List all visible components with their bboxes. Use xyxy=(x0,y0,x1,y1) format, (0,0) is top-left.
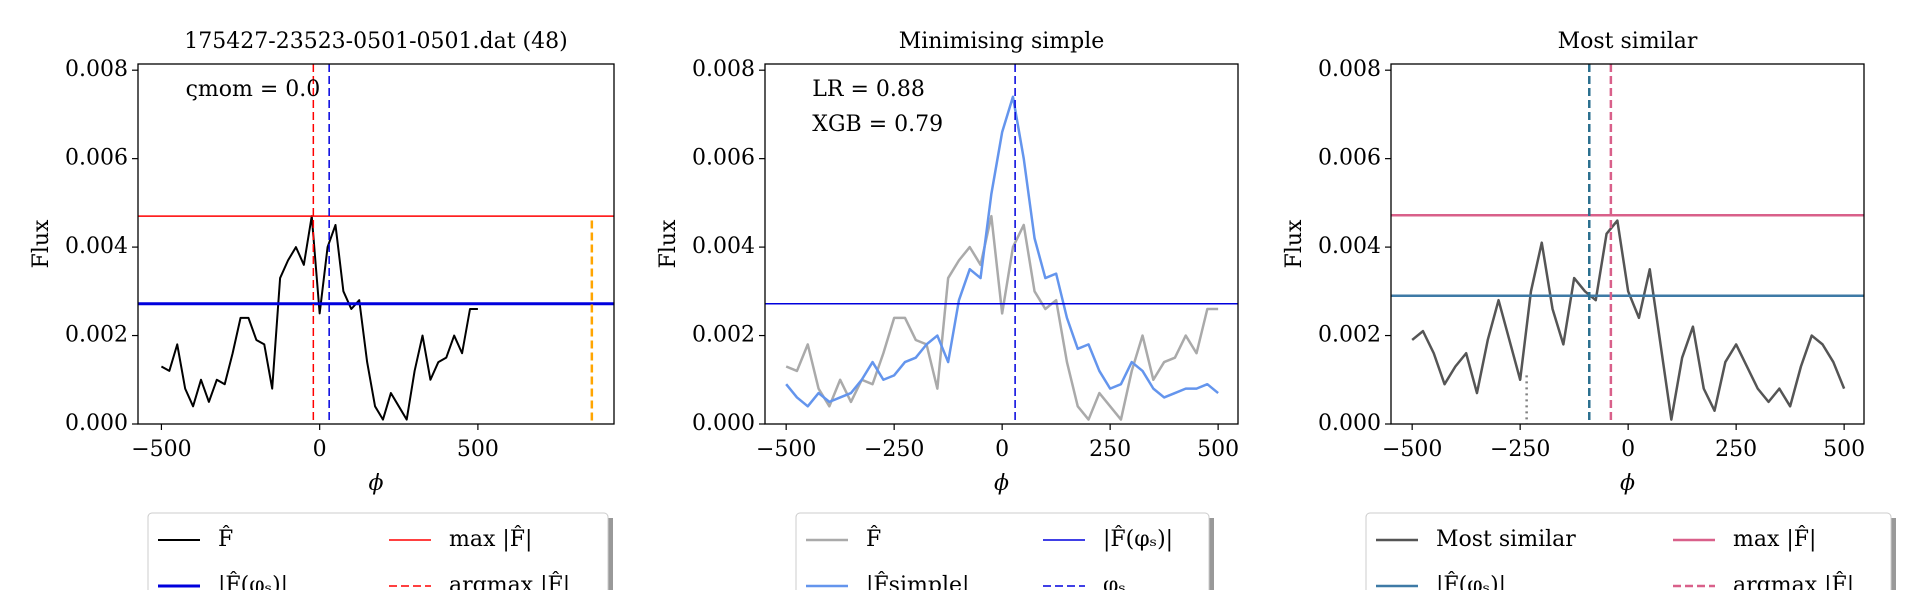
y-tick-label: 0.000 xyxy=(65,411,128,436)
x-tick-label: 500 xyxy=(1823,437,1865,462)
y-tick-label: 0.008 xyxy=(1318,57,1381,82)
x-axis-label: ϕ xyxy=(994,471,1009,496)
legend-label: argmax |F̂| xyxy=(1733,572,1854,590)
series-line xyxy=(160,215,478,421)
chart-title: Minimising simple xyxy=(899,29,1105,54)
y-tick-label: 0.002 xyxy=(65,323,128,348)
x-tick-label: 0 xyxy=(1621,437,1635,462)
legend-box xyxy=(1365,512,1892,590)
legend-label: Most similar xyxy=(1436,527,1576,552)
y-tick-label: 0.000 xyxy=(1318,411,1381,436)
x-tick-label: 500 xyxy=(457,437,499,462)
legend-label: φₛ xyxy=(1103,573,1126,590)
x-axis-label: ϕ xyxy=(1620,471,1635,496)
y-tick-label: 0.006 xyxy=(692,146,755,171)
x-tick-label: −250 xyxy=(864,437,924,462)
y-tick-label: 0.006 xyxy=(65,146,128,171)
legend-box xyxy=(147,512,609,590)
y-axis-label: Flux xyxy=(656,219,681,268)
series-line xyxy=(785,214,1219,421)
annotation: ςmom = 0.0 xyxy=(186,77,321,102)
legend-label: F̂ xyxy=(218,526,233,552)
y-tick-label: 0.000 xyxy=(692,411,755,436)
y-tick-label: 0.004 xyxy=(65,234,128,259)
annotation: XGB = 0.79 xyxy=(812,112,943,137)
series-line xyxy=(1411,219,1846,421)
legend-box xyxy=(795,512,1210,590)
y-tick-label: 0.008 xyxy=(65,57,128,82)
series-line xyxy=(785,95,1219,408)
legend-label: max |F̂| xyxy=(449,526,532,552)
x-tick-label: −500 xyxy=(756,437,816,462)
x-tick-label: 0 xyxy=(313,437,327,462)
legend-label: F̂ xyxy=(866,526,881,552)
legend-label: max |F̂| xyxy=(1733,526,1816,552)
y-tick-label: 0.004 xyxy=(692,234,755,259)
chart-title: 175427-23523-0501-0501.dat (48) xyxy=(184,29,567,54)
y-axis-label: Flux xyxy=(29,219,54,268)
annotation: LR = 0.88 xyxy=(812,77,925,102)
x-tick-label: 250 xyxy=(1715,437,1757,462)
x-tick-label: −250 xyxy=(1490,437,1550,462)
x-tick-label: 500 xyxy=(1197,437,1239,462)
y-tick-label: 0.002 xyxy=(1318,323,1381,348)
y-tick-label: 0.002 xyxy=(692,323,755,348)
chart-title: Most similar xyxy=(1558,29,1698,54)
x-tick-label: −500 xyxy=(131,437,191,462)
legend-label: |F̂simple| xyxy=(866,572,969,590)
legend-label: argmax |F̂| xyxy=(449,572,570,590)
x-tick-label: 0 xyxy=(995,437,1009,462)
y-tick-label: 0.004 xyxy=(1318,234,1381,259)
x-tick-label: −500 xyxy=(1382,437,1442,462)
y-axis-label: Flux xyxy=(1282,219,1307,268)
legend-label: |F̂(φₛ)| xyxy=(1103,526,1173,552)
legend-label: |F̂(φₛ)| xyxy=(1436,572,1506,590)
x-tick-label: 250 xyxy=(1089,437,1131,462)
plot-frame xyxy=(137,63,615,425)
y-tick-label: 0.006 xyxy=(1318,146,1381,171)
y-tick-label: 0.008 xyxy=(692,57,755,82)
plot-frame xyxy=(764,63,1239,425)
x-axis-label: ϕ xyxy=(369,471,384,496)
plot-frame xyxy=(1390,63,1865,425)
legend-label: |F̂(φₛ)| xyxy=(218,572,288,590)
